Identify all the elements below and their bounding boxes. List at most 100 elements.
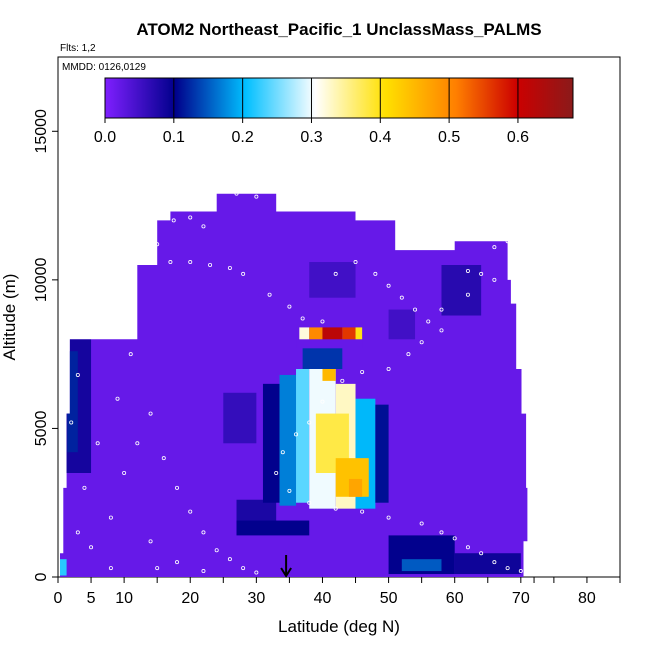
sample-point: [333, 271, 338, 276]
sample-point: [141, 239, 146, 244]
sample-point: [492, 560, 497, 565]
sample-point: [320, 399, 325, 404]
heatmap-cell: [441, 265, 482, 316]
heatmap-cell: [236, 499, 277, 524]
x-axis: 0 5 10 20 30 40 50 60 70 80: [54, 577, 621, 607]
sample-point: [492, 245, 497, 250]
sample-point: [419, 521, 424, 526]
sample-point: [128, 352, 133, 357]
sample-point: [399, 295, 404, 300]
sample-point: [168, 260, 173, 265]
sample-point: [201, 530, 206, 535]
sample-point: [241, 566, 246, 571]
sample-point: [386, 515, 391, 520]
sample-point: [75, 530, 80, 535]
chart-title: ATOM2 Northeast_Pacific_1 UnclassMass_PA…: [136, 20, 541, 39]
x-tick-label: 30: [247, 590, 265, 607]
sample-point: [439, 307, 444, 312]
flights-label: Flts: 1,2: [60, 43, 96, 54]
sample-point: [171, 218, 176, 223]
sample-point: [465, 292, 470, 297]
sample-point: [340, 378, 345, 383]
sample-point: [406, 352, 411, 357]
heatmap-cell: [309, 327, 323, 340]
heatmap-cell: [322, 327, 343, 340]
sample-point: [439, 328, 444, 333]
sample-point: [254, 570, 259, 575]
y-axis-label: Altitude (m): [0, 274, 19, 361]
colorbar: [104, 77, 574, 119]
sample-point: [227, 557, 232, 562]
sample-point: [161, 456, 166, 461]
sample-point: [241, 271, 246, 276]
colorbar-tick-label: 0.4: [369, 129, 391, 146]
sample-point: [135, 441, 140, 446]
sample-point: [518, 569, 523, 574]
sample-point: [122, 470, 127, 475]
heatmap-cell: [223, 392, 257, 444]
marker-head: [280, 567, 292, 578]
sample-point: [300, 316, 305, 321]
heatmap-cell: [375, 404, 389, 503]
sample-point: [208, 262, 213, 267]
sample-point: [274, 470, 279, 475]
heatmap-cell: [262, 383, 280, 503]
sample-point: [419, 340, 424, 345]
colorbar-tick-label: 0.6: [507, 129, 529, 146]
heatmap-cell: [454, 553, 521, 575]
y-tick-label: 15000: [33, 109, 50, 154]
sample-point: [108, 566, 113, 571]
heatmap-cell: [342, 327, 356, 340]
sample-point: [108, 515, 113, 520]
sample-point: [413, 307, 418, 312]
sample-point: [69, 420, 74, 425]
heatmap-cell: [322, 369, 336, 381]
sample-point: [89, 545, 94, 550]
sample-point: [465, 545, 470, 550]
sample-point: [426, 319, 431, 324]
colorbar-ticks: 0.0 0.1 0.2 0.3 0.4 0.5 0.6: [94, 78, 529, 146]
sample-point: [82, 485, 87, 490]
sample-point: [75, 372, 80, 377]
heatmap-cell: [65, 339, 92, 473]
colorbar-tick-label: 0.3: [300, 129, 322, 146]
y-tick-label: 10000: [33, 258, 50, 303]
sample-point: [287, 488, 292, 493]
sample-point: [505, 239, 510, 244]
colorbar-tick-label: 0.0: [94, 129, 116, 146]
sample-point: [287, 304, 292, 309]
heatmap-cell: [236, 520, 310, 536]
marker-arrow: [280, 555, 292, 578]
sample-point: [439, 530, 444, 535]
heatmap-cell: [296, 369, 310, 503]
heatmap-cell: [401, 559, 442, 572]
sample-point: [505, 566, 510, 571]
x-axis-label: Latitude (deg N): [278, 617, 400, 636]
sample-point: [280, 450, 285, 455]
sample-point: [188, 509, 193, 514]
sample-point: [373, 271, 378, 276]
heatmap-cell: [302, 348, 343, 369]
sample-point: [201, 569, 206, 574]
x-tick-label: 0: [54, 590, 63, 607]
sample-point: [307, 420, 312, 425]
sample-point: [175, 485, 180, 490]
heatmap-cell: [388, 309, 416, 340]
x-tick-label: 10: [115, 590, 133, 607]
sample-point: [148, 539, 153, 544]
sample-point: [254, 194, 259, 199]
colorbar-tick-label: 0.5: [438, 129, 460, 146]
sample-point: [188, 260, 193, 265]
sample-point: [115, 396, 120, 401]
heatmap-cell: [67, 351, 78, 453]
x-tick-label: 70: [512, 590, 530, 607]
mmdd-annotation: MMDD: 0126,0129: [62, 62, 146, 73]
heatmap-cell: [60, 559, 67, 576]
sample-point: [148, 411, 153, 416]
sample-point: [479, 551, 484, 556]
heatmap-cell: [355, 327, 363, 340]
sample-point: [360, 369, 365, 374]
sample-point: [175, 560, 180, 565]
sample-point: [227, 265, 232, 270]
